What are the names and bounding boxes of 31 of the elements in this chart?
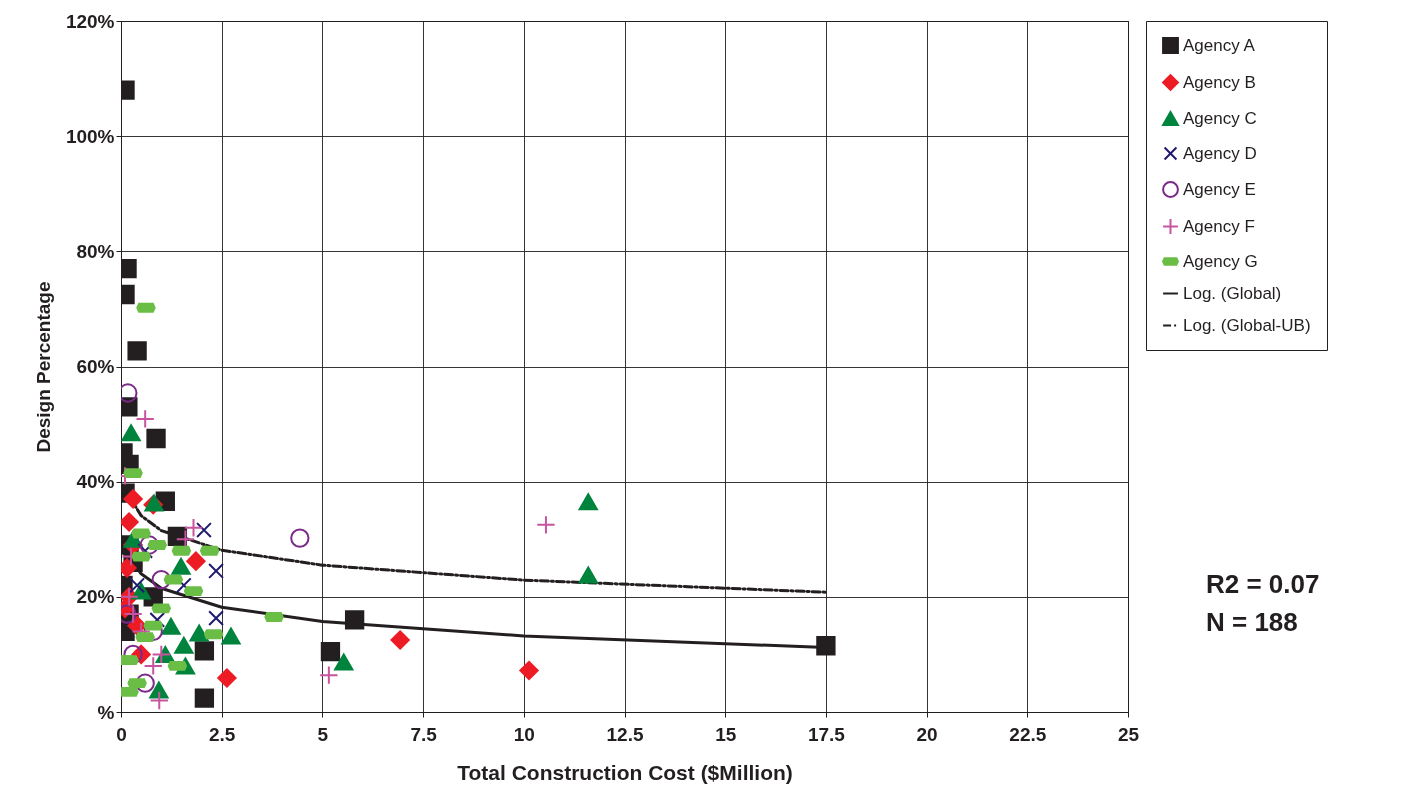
y-tick-label: 60% bbox=[76, 356, 115, 377]
legend-label: Agency F bbox=[1183, 216, 1255, 236]
legend-label: Agency B bbox=[1183, 72, 1256, 92]
x-tick-label: 2.5 bbox=[208, 723, 236, 745]
legend-label: Agency C bbox=[1183, 108, 1257, 128]
x-tick-label: 17.5 bbox=[807, 723, 846, 745]
y-tick-label: 80% bbox=[76, 240, 115, 262]
x-tick-label: 10 bbox=[513, 723, 535, 745]
x-axis-title: Total Construction Cost ($Million) bbox=[457, 760, 793, 784]
x-tick-label: 22.5 bbox=[1009, 723, 1047, 745]
x-tick-label: 0 bbox=[116, 723, 127, 745]
x-tick-label: 12.5 bbox=[606, 723, 644, 745]
legend-label: Agency A bbox=[1183, 35, 1256, 55]
y-axis-title: Design Percentage bbox=[32, 281, 54, 453]
legend-label: Log. (Global-UB) bbox=[1183, 315, 1311, 335]
y-tick-label: 20% bbox=[76, 586, 115, 608]
x-tick-label: 25 bbox=[1117, 723, 1140, 745]
y-tick-label: 40% bbox=[76, 471, 115, 493]
x-tick-label: 7.5 bbox=[410, 723, 438, 745]
legend-label: Agency D bbox=[1183, 143, 1257, 163]
y-tick-label: 100% bbox=[65, 125, 115, 147]
text: R2 = 0.07 bbox=[1206, 569, 1320, 599]
legend-label: Agency G bbox=[1183, 251, 1258, 271]
y-tick-label: % bbox=[97, 701, 115, 723]
legend-label: Agency E bbox=[1183, 179, 1256, 199]
legend-label: Log. (Global) bbox=[1183, 283, 1282, 303]
x-tick-label: 15 bbox=[715, 723, 737, 745]
text: N = 188 bbox=[1206, 607, 1298, 637]
x-tick-label: 5 bbox=[317, 723, 329, 745]
y-tick-label: 120% bbox=[65, 10, 115, 32]
x-tick-label: 20 bbox=[916, 723, 938, 745]
